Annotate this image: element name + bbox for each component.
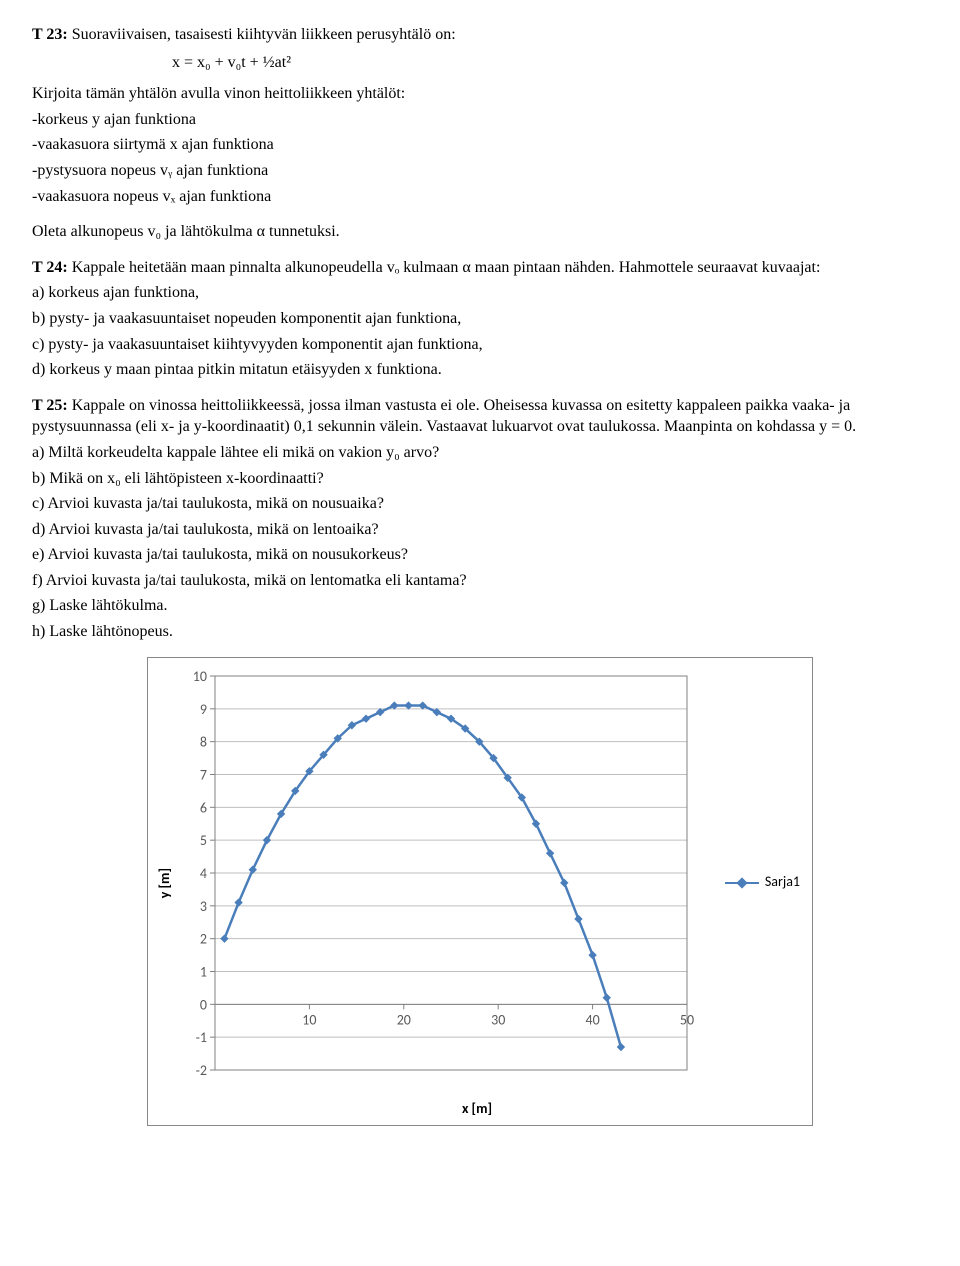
svg-text:30: 30 — [491, 1011, 505, 1028]
t23-assume: Oleta alkunopeus v₀ ja lähtökulma α tunn… — [32, 221, 928, 243]
svg-text:4: 4 — [200, 865, 207, 882]
t24-lead: Kappale heitetään maan pinnalta alkunope… — [72, 259, 821, 276]
svg-text:0: 0 — [200, 996, 207, 1013]
t23-line-4: -vaakasuora nopeus vₓ ajan funktiona — [32, 186, 928, 208]
t25-item-g: g) Laske lähtökulma. — [32, 595, 928, 617]
svg-text:-2: -2 — [195, 1062, 206, 1079]
t25-label: T 25: — [32, 397, 68, 414]
chart-frame: y [m] -2-10123456789101020304050 Sarja1 … — [147, 657, 813, 1126]
t23-intro: Kirjoita tämän yhtälön avulla vinon heit… — [32, 83, 928, 105]
section-t25: T 25: Kappale on vinossa heittoliikkeess… — [32, 395, 928, 643]
t23-line-1: -korkeus y ajan funktiona — [32, 109, 928, 131]
t24-item-a: a) korkeus ajan funktiona, — [32, 282, 928, 304]
svg-text:-1: -1 — [195, 1029, 206, 1046]
svg-text:10: 10 — [193, 668, 207, 685]
t23-title: Suoraviivaisen, tasaisesti kiihtyvän lii… — [72, 26, 456, 43]
svg-text:1: 1 — [200, 963, 207, 980]
svg-text:6: 6 — [200, 799, 207, 816]
t25-item-a: a) Miltä korkeudelta kappale lähtee eli … — [32, 442, 928, 464]
svg-text:7: 7 — [200, 766, 207, 783]
svg-text:8: 8 — [200, 733, 207, 750]
t25-item-c: c) Arvioi kuvasta ja/tai taulukosta, mik… — [32, 493, 928, 515]
legend-marker-icon — [725, 882, 759, 884]
t25-item-d: d) Arvioi kuvasta ja/tai taulukosta, mik… — [32, 519, 928, 541]
t23-line-2: -vaakasuora siirtymä x ajan funktiona — [32, 134, 928, 156]
t25-item-e: e) Arvioi kuvasta ja/tai taulukosta, mik… — [32, 544, 928, 566]
svg-text:40: 40 — [585, 1011, 599, 1028]
t25-item-h: h) Laske lähtönopeus. — [32, 621, 928, 643]
svg-text:2: 2 — [200, 930, 207, 947]
t23-equation: x = x₀ + v₀t + ½at² — [172, 52, 928, 74]
t25-item-b: b) Mikä on x₀ eli lähtöpisteen x-koordin… — [32, 468, 928, 490]
chart-container: y [m] -2-10123456789101020304050 Sarja1 … — [32, 657, 928, 1126]
t23-heading: T 23: Suoraviivaisen, tasaisesti kiihtyv… — [32, 24, 928, 46]
t23-line-3: -pystysuora nopeus vᵧ ajan funktiona — [32, 160, 928, 182]
svg-text:9: 9 — [200, 700, 207, 717]
t25-lead: Kappale on vinossa heittoliikkeessä, jos… — [32, 397, 856, 436]
chart-ylabel: y [m] — [154, 868, 177, 898]
chart-xlabel: x [m] — [154, 1100, 800, 1119]
section-t23: T 23: Suoraviivaisen, tasaisesti kiihtyv… — [32, 24, 928, 243]
t24-item-b: b) pysty- ja vaakasuuntaiset nopeuden ko… — [32, 308, 928, 330]
t24-label: T 24: — [32, 259, 68, 276]
section-t24: T 24: Kappale heitetään maan pinnalta al… — [32, 257, 928, 381]
t25-heading: T 25: Kappale on vinossa heittoliikkeess… — [32, 395, 928, 438]
svg-text:5: 5 — [200, 832, 207, 849]
t24-heading: T 24: Kappale heitetään maan pinnalta al… — [32, 257, 928, 279]
chart-svg: -2 -1 0 1 2 3 4 5 6 7 8 9 10 10 20 30 40 50 — [177, 668, 697, 1098]
chart-legend: Sarja1 — [725, 873, 800, 892]
legend-label: Sarja1 — [765, 873, 800, 892]
svg-text:50: 50 — [680, 1011, 694, 1028]
t24-item-d: d) korkeus y maan pintaa pitkin mitatun … — [32, 359, 928, 381]
svg-text:3: 3 — [200, 897, 207, 914]
svg-text:10: 10 — [302, 1011, 316, 1028]
t25-item-f: f) Arvioi kuvasta ja/tai taulukosta, mik… — [32, 570, 928, 592]
t23-label: T 23: — [32, 26, 68, 43]
svg-text:20: 20 — [397, 1011, 411, 1028]
t24-item-c: c) pysty- ja vaakasuuntaiset kiihtyvyyde… — [32, 334, 928, 356]
